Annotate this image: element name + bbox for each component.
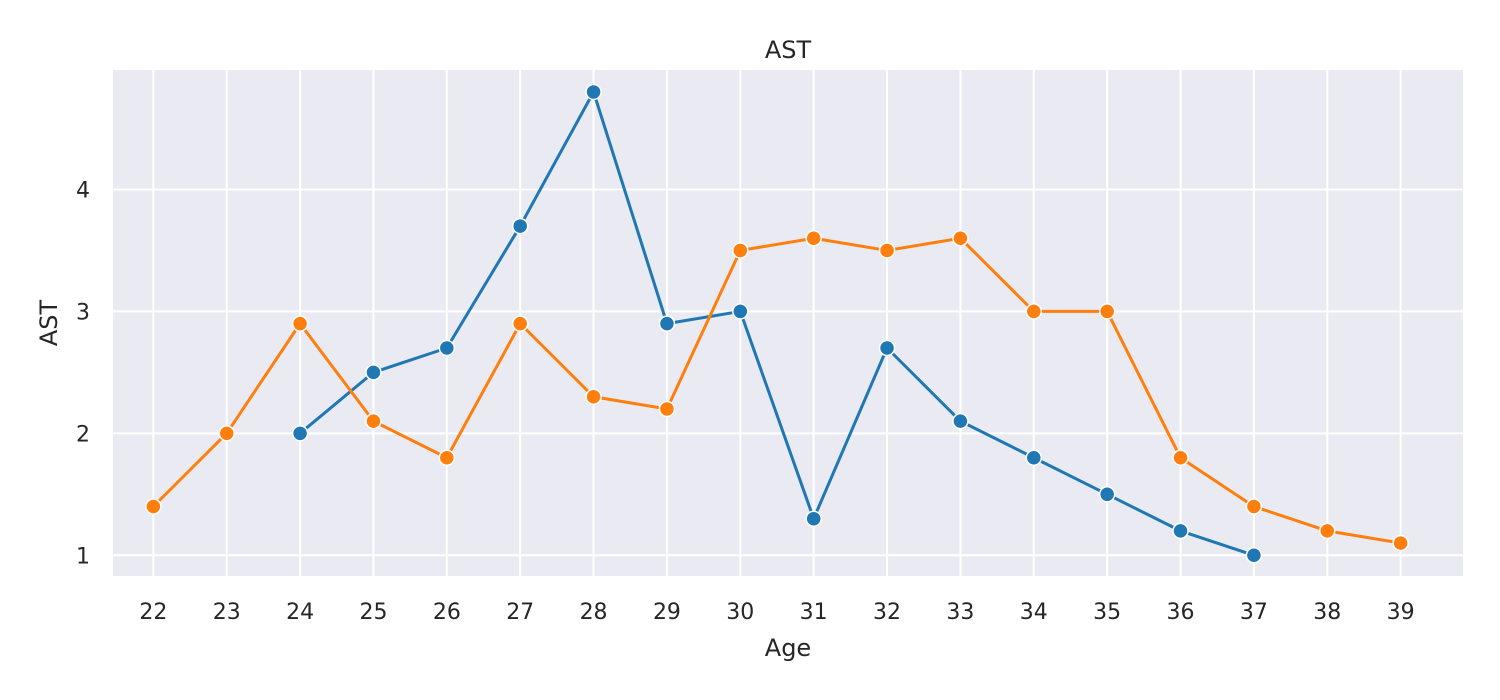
x-tick-label: 24 [286, 600, 314, 625]
data-point [658, 315, 676, 332]
data-point [1172, 522, 1189, 540]
data-point [511, 315, 529, 332]
data-point [1392, 534, 1409, 552]
x-tick-label: 38 [1313, 600, 1341, 625]
data-point [145, 498, 162, 515]
series-layer [145, 83, 1409, 564]
x-tick-label: 26 [433, 600, 461, 625]
y-tick-label: 2 [76, 422, 90, 447]
chart-title: AST [765, 36, 812, 64]
data-point [952, 412, 969, 430]
x-tick-label: 36 [1167, 600, 1195, 625]
data-point [218, 425, 235, 442]
series-line [299, 90, 1255, 557]
data-point [952, 230, 969, 247]
x-tick-label: 27 [506, 600, 534, 625]
x-tick-label: 34 [1020, 600, 1048, 625]
data-point [438, 339, 456, 357]
data-point [1245, 498, 1263, 515]
y-axis-title: AST [35, 300, 63, 347]
data-point [1025, 449, 1043, 466]
data-point [585, 388, 602, 406]
x-tick-label: 25 [359, 600, 387, 625]
data-point [1098, 303, 1116, 320]
data-point [1172, 449, 1189, 466]
x-tick-label: 33 [946, 600, 974, 625]
x-tick-label: 23 [213, 600, 241, 625]
data-point [511, 217, 529, 235]
x-tick-label: 29 [653, 600, 681, 625]
data-point [805, 230, 822, 247]
data-point [365, 412, 382, 430]
data-point [1245, 547, 1263, 564]
x-tick-label: 22 [139, 600, 167, 625]
data-point [878, 339, 896, 357]
data-point [1025, 303, 1043, 320]
data-point [291, 425, 309, 442]
plot-area [113, 70, 1463, 576]
series-line [152, 236, 1401, 545]
data-point [658, 400, 676, 418]
x-tick-label: 28 [580, 600, 608, 625]
series-1 [145, 230, 1409, 552]
y-tick-label: 1 [76, 544, 90, 569]
data-point [1319, 522, 1336, 540]
data-point [365, 364, 382, 381]
x-tick-label: 37 [1240, 600, 1268, 625]
data-point [805, 510, 822, 527]
data-point [732, 303, 749, 320]
x-tick-label: 35 [1093, 600, 1121, 625]
data-point [1098, 486, 1116, 503]
x-axis-title: Age [765, 634, 811, 662]
x-tick-label: 32 [873, 600, 901, 625]
x-tick-label: 30 [726, 600, 754, 625]
series-0 [291, 83, 1263, 564]
x-tick-label: 39 [1387, 600, 1415, 625]
data-point [291, 315, 309, 332]
data-point [438, 449, 456, 466]
data-point [732, 242, 749, 259]
data-point [585, 83, 602, 101]
y-tick-label: 3 [76, 300, 90, 325]
y-tick-label: 4 [76, 178, 90, 203]
data-point [878, 242, 896, 259]
x-tick-label: 31 [800, 600, 828, 625]
